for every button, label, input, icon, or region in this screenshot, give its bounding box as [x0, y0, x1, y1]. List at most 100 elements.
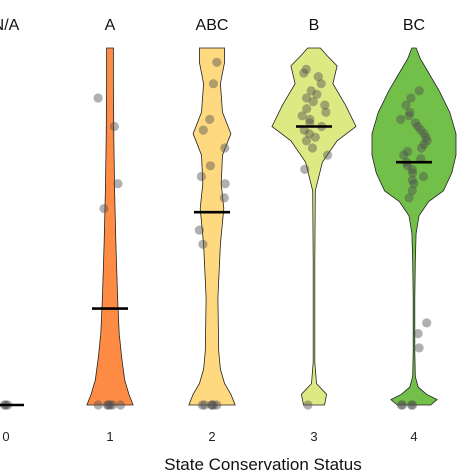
point-3-13 [302, 104, 312, 114]
point-4-27 [396, 114, 406, 124]
point-2-16 [212, 57, 222, 67]
x-tick-label-1: 1 [106, 429, 113, 444]
violin-3 [271, 47, 357, 406]
point-1-8 [109, 121, 119, 132]
point-2-1 [200, 400, 210, 410]
point-2-14 [205, 114, 215, 124]
group-label-3: B [309, 17, 320, 34]
x-ticks-layer: 0 1 2 3 4 [2, 429, 417, 444]
point-1-1 [105, 400, 115, 410]
point-4-28 [404, 111, 414, 121]
point-3-10 [305, 114, 315, 124]
point-3-19 [316, 79, 326, 89]
point-4-24 [416, 125, 426, 135]
point-4-13 [407, 164, 417, 174]
point-2-7 [194, 225, 204, 235]
point-4-23 [419, 129, 429, 139]
point-4-9 [409, 179, 419, 189]
violin-4 [371, 47, 457, 406]
point-2-6 [198, 239, 208, 249]
point-3-20 [313, 72, 323, 82]
point-1-4 [107, 400, 118, 410]
x-tick-label-0: 0 [2, 429, 9, 444]
point-1-3 [116, 400, 126, 410]
point-4-12 [408, 168, 418, 178]
point-3-22 [301, 64, 311, 74]
group-label-4: BC [403, 17, 425, 34]
point-2-13 [198, 125, 208, 135]
point-4-26 [410, 118, 421, 128]
x-tick-label-3: 3 [310, 429, 317, 444]
violins-layer [86, 47, 457, 406]
point-3-0 [303, 400, 313, 410]
point-3-11 [297, 111, 307, 121]
point-3-3 [307, 143, 318, 153]
point-4-10 [407, 175, 417, 185]
point-2-4 [209, 400, 219, 410]
group-label-0: N/A [0, 17, 20, 34]
point-4-32 [414, 86, 424, 96]
group-label-2: ABC [196, 17, 229, 34]
point-2-5 [207, 400, 217, 410]
point-4-20 [419, 139, 429, 149]
point-4-8 [407, 186, 417, 196]
point-3-1 [300, 164, 310, 174]
point-4-3 [406, 400, 417, 410]
point-4-2 [396, 400, 406, 410]
point-4-5 [413, 329, 423, 339]
point-3-6 [304, 129, 314, 139]
point-4-11 [418, 171, 429, 182]
x-tick-label-4: 4 [410, 429, 417, 444]
point-1-6 [99, 204, 109, 214]
point-3-18 [306, 86, 316, 96]
point-4-1 [397, 400, 408, 410]
x-tick-label-2: 2 [208, 429, 215, 444]
point-2-12 [220, 143, 230, 153]
point-3-15 [308, 97, 318, 107]
point-1-9 [93, 93, 103, 103]
point-4-25 [413, 121, 423, 132]
point-3-14 [320, 100, 330, 110]
point-3-2 [323, 150, 333, 160]
point-3-7 [299, 125, 309, 135]
point-1-2 [93, 400, 103, 410]
group-labels-layer: N/A A ABC B BC [0, 17, 425, 34]
medians-layer [0, 125, 432, 407]
point-4-19 [416, 143, 427, 153]
point-3-21 [299, 68, 309, 78]
point-3-16 [302, 93, 312, 103]
point-3-5 [310, 132, 320, 142]
point-1-5 [102, 400, 113, 410]
points-layer [0, 57, 432, 410]
point-4-7 [404, 193, 414, 203]
point-4-18 [403, 146, 413, 157]
violin-1 [86, 47, 134, 406]
point-1-0 [103, 400, 113, 410]
point-1-7 [113, 179, 123, 189]
point-4-6 [422, 318, 432, 328]
point-4-31 [406, 93, 416, 103]
point-3-4 [301, 136, 312, 146]
point-2-11 [205, 161, 215, 171]
x-axis-title: State Conservation Status [164, 455, 362, 474]
point-2-9 [220, 179, 230, 189]
point-4-4 [414, 343, 424, 353]
point-2-3 [197, 400, 207, 410]
point-2-0 [207, 400, 217, 410]
point-2-10 [196, 171, 206, 182]
point-2-8 [219, 193, 229, 203]
point-4-29 [405, 107, 415, 117]
point-4-17 [399, 150, 409, 160]
group-label-1: A [105, 17, 116, 34]
point-3-17 [312, 89, 322, 99]
point-3-12 [321, 107, 331, 117]
point-4-22 [421, 132, 431, 142]
point-2-15 [208, 79, 218, 89]
point-4-30 [401, 100, 411, 110]
point-4-21 [422, 136, 432, 146]
violin-2 [188, 47, 236, 406]
point-2-2 [212, 400, 222, 410]
point-4-0 [408, 400, 418, 410]
